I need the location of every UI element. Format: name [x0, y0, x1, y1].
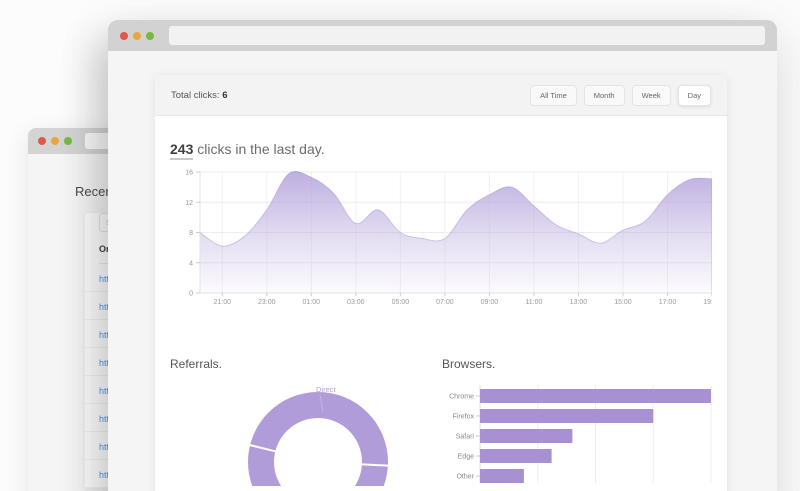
range-button-week[interactable]: Week: [631, 84, 671, 106]
browsers-title: Browsers.: [442, 357, 496, 371]
close-window-icon[interactable]: [120, 31, 128, 40]
referrals-donut-chart: Direct: [247, 385, 390, 486]
referrals-section: Referrals. Direct: [170, 357, 442, 486]
analytics-card-header: Total clicks: 6 All Time Month Week Day: [155, 75, 727, 116]
range-button-day[interactable]: Day: [677, 84, 711, 106]
svg-text:09:00: 09:00: [481, 299, 499, 306]
browsers-section: Browsers. Chrome Firefox Safari Edge Other: [442, 357, 712, 486]
analytics-card-body: 243 clicks in the last day. 0 4 8 12 16 21:00…: [155, 141, 727, 486]
svg-text:05:00: 05:00: [392, 299, 410, 306]
browsers-bar-chart: Chrome Firefox Safari Edge Other: [449, 385, 712, 483]
total-clicks-text: Total clicks:: [171, 89, 220, 101]
svg-text:11:00: 11:00: [525, 299, 542, 306]
front-url-bar[interactable]: [169, 26, 765, 45]
svg-text:23:00: 23:00: [258, 299, 276, 306]
front-window-titlebar: [108, 20, 777, 51]
svg-text:21:00: 21:00: [213, 299, 231, 306]
svg-text:03:00: 03:00: [347, 299, 365, 306]
recent-title: Recent: [75, 184, 117, 199]
range-button-month[interactable]: Month: [583, 84, 625, 106]
svg-text:15:00: 15:00: [614, 299, 632, 306]
svg-text:07:00: 07:00: [436, 299, 454, 306]
minimize-window-icon[interactable]: [51, 137, 59, 145]
svg-text:19:00: 19:00: [703, 299, 712, 306]
svg-text:Other: Other: [456, 474, 474, 481]
svg-text:Direct: Direct: [316, 385, 337, 394]
svg-text:4: 4: [189, 260, 193, 267]
svg-text:17:00: 17:00: [659, 299, 677, 306]
time-range-button-group: All Time Month Week Day: [530, 84, 711, 106]
clicks-count: 243: [170, 141, 194, 160]
svg-text:13:00: 13:00: [570, 299, 588, 306]
svg-text:0: 0: [189, 291, 193, 298]
svg-text:Safari: Safari: [456, 434, 475, 441]
total-clicks-label: Total clicks: 6: [171, 90, 228, 101]
dashboard-browser-window: Total clicks: 6 All Time Month Week Day 243…: [108, 20, 777, 491]
analytics-card: Total clicks: 6 All Time Month Week Day 243…: [155, 75, 727, 491]
clicks-headline-text: clicks in the last day.: [193, 141, 325, 157]
svg-text:01:00: 01:00: [303, 299, 321, 306]
fullscreen-window-icon[interactable]: [146, 31, 154, 40]
minimize-window-icon[interactable]: [133, 31, 141, 40]
svg-text:Chrome: Chrome: [449, 394, 474, 401]
svg-text:Edge: Edge: [458, 454, 474, 461]
svg-text:Firefox: Firefox: [453, 414, 475, 421]
clicks-area-chart: 0 4 8 12 16 21:00 23:00 01:00 03:00 05:00 07:00 09:…: [185, 170, 712, 306]
fullscreen-window-icon[interactable]: [64, 137, 72, 145]
svg-text:8: 8: [189, 230, 193, 237]
svg-text:12: 12: [185, 200, 193, 207]
svg-text:16: 16: [185, 170, 193, 177]
bottom-sections: Referrals. Direct Browsers. Chrome Firefo…: [170, 357, 712, 486]
close-window-icon[interactable]: [38, 137, 46, 145]
total-clicks-value: 6: [222, 89, 228, 101]
range-button-all-time[interactable]: All Time: [530, 84, 577, 106]
clicks-headline: 243 clicks in the last day.: [170, 141, 712, 160]
referrals-title: Referrals.: [170, 357, 223, 371]
